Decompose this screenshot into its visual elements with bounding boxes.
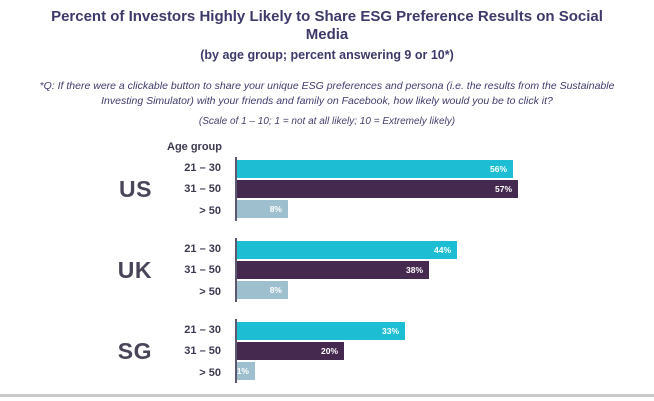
bar-uk-2: 8%: [237, 281, 288, 300]
age-tick-label: > 50: [199, 204, 221, 217]
bar-track: 56%: [237, 160, 654, 179]
age-tick-label: 31 – 50: [184, 183, 221, 196]
bar-value-label: 8%: [269, 204, 282, 215]
chart-group-uk: UK 21 – 30 31 – 50 > 50 44% 38% 8%: [0, 238, 654, 303]
axis-line: 44% 38% 8%: [235, 238, 654, 303]
bar-sg-1: 20%: [237, 342, 344, 361]
bar-value-label: 1%: [236, 366, 249, 377]
age-tick-label: 31 – 50: [184, 264, 221, 277]
bar-track: 44%: [237, 241, 654, 260]
region-label: US: [119, 175, 152, 202]
bar-value-label: 8%: [269, 285, 282, 296]
bar-value-label: 57%: [494, 184, 512, 195]
chart-groups: US 21 – 30 31 – 50 > 50 56% 57% 8% UK 21 – 30 31 …: [0, 157, 654, 384]
age-tick-label: > 50: [199, 366, 221, 379]
bar-track: 20%: [237, 342, 654, 361]
scale-note: (Scale of 1 – 10; 1 = not at all likely;…: [198, 116, 456, 128]
bar-value-label: 20%: [320, 346, 338, 357]
chart-group-sg: SG 21 – 30 31 – 50 > 50 33% 20% 1%: [0, 319, 654, 384]
bar-us-0: 56%: [237, 160, 513, 179]
chart-group-us: US 21 – 30 31 – 50 > 50 56% 57% 8%: [0, 157, 654, 222]
bar-value-label: 33%: [381, 326, 399, 337]
bar-track: 38%: [237, 261, 654, 280]
chart-title: Percent of Investors Highly Likely to Sh…: [51, 8, 603, 44]
age-group-axis-header: Age group: [167, 141, 222, 154]
bar-track: 1%: [236, 362, 654, 381]
bar-uk-0: 44%: [237, 241, 457, 260]
axis-line: 33% 20% 1%: [235, 319, 654, 384]
bar-us-2: 8%: [237, 200, 288, 219]
age-tick-label: > 50: [199, 285, 221, 298]
bottom-divider: [0, 394, 654, 397]
chart-subtitle: (by age group; percent answering 9 or 10…: [200, 47, 454, 62]
bar-value-label: 56%: [489, 164, 507, 175]
bar-uk-1: 38%: [237, 261, 429, 280]
bar-sg-2: 1%: [236, 362, 255, 381]
age-tick-label: 31 – 50: [184, 345, 221, 358]
bar-track: 57%: [237, 180, 654, 199]
bar-us-1: 57%: [237, 180, 518, 199]
bar-value-label: 44%: [433, 245, 451, 256]
bar-value-label: 38%: [405, 265, 423, 276]
age-tick-label: 21 – 30: [184, 161, 221, 174]
age-tick-label: 21 – 30: [184, 242, 221, 255]
axis-line: 56% 57% 8%: [235, 157, 654, 222]
bar-sg-0: 33%: [237, 322, 405, 341]
region-label: SG: [117, 337, 152, 364]
question-footnote: *Q: If there were a clickable button to …: [39, 79, 615, 108]
bar-track: 8%: [237, 200, 654, 219]
region-label: UK: [117, 256, 152, 283]
bar-track: 33%: [237, 322, 654, 341]
bar-chart: Age group US 21 – 30 31 – 50 > 50 56% 57% 8% UK…: [0, 141, 654, 384]
age-tick-label: 21 – 30: [184, 323, 221, 336]
bar-track: 8%: [237, 281, 654, 300]
